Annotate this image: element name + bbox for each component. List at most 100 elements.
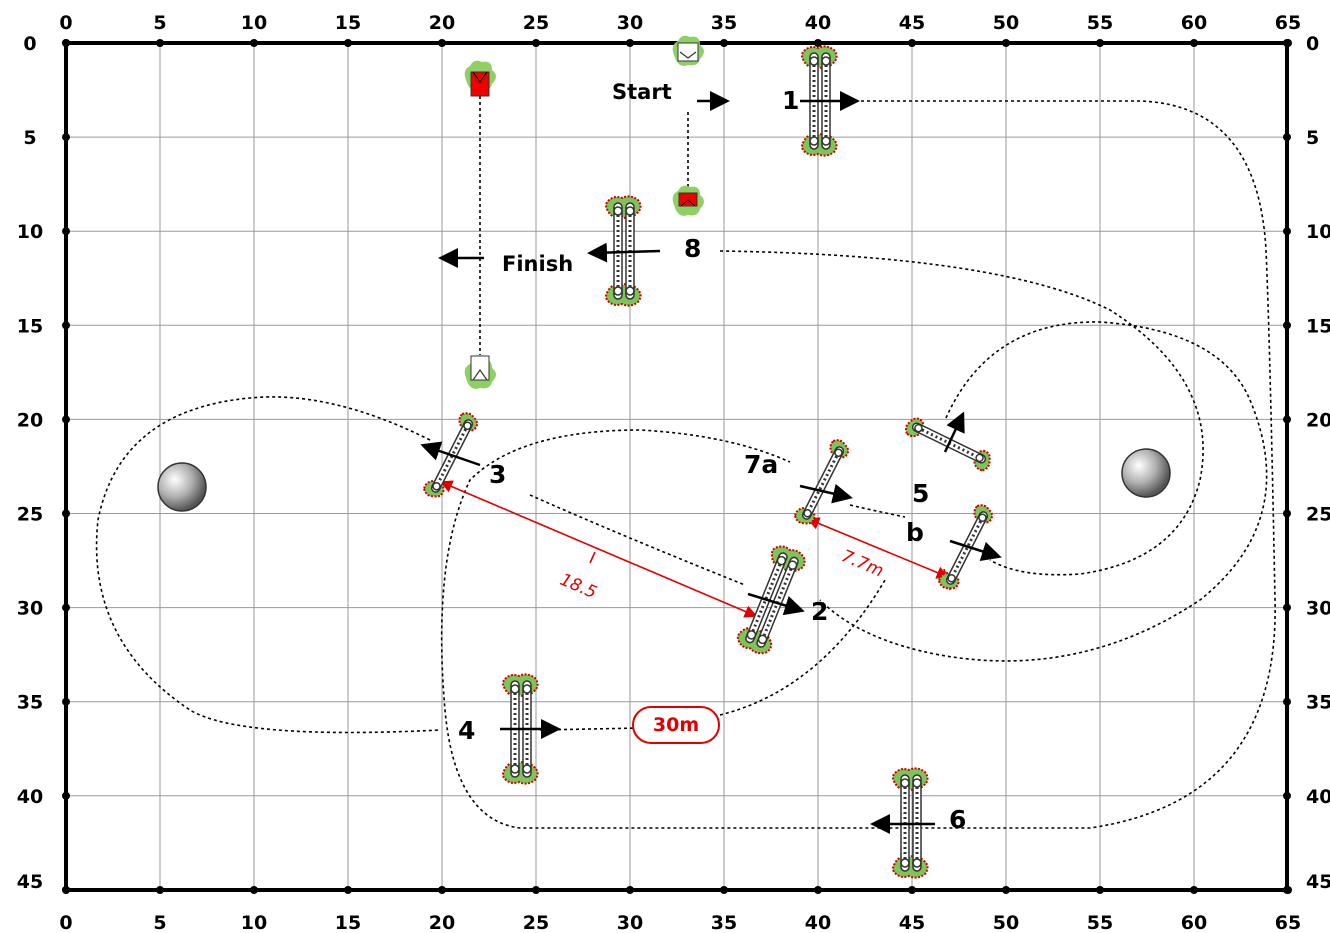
x-tick-label-top: 15 bbox=[335, 12, 361, 34]
jump-number-1: 1 bbox=[782, 86, 799, 115]
x-tick-mark bbox=[438, 39, 446, 47]
finish-flag-red-icon bbox=[464, 60, 496, 97]
y-tick-mark bbox=[62, 133, 70, 142]
x-tick-mark bbox=[908, 886, 916, 894]
y-tick-label-right: 40 bbox=[1306, 786, 1330, 808]
x-tick-label-bottom: 35 bbox=[711, 912, 737, 933]
y-tick-label-left: 45 bbox=[17, 871, 43, 893]
y-tick-mark bbox=[1283, 509, 1291, 518]
x-tick-label-top: 45 bbox=[899, 12, 925, 34]
y-tick-mark bbox=[1283, 415, 1291, 424]
x-tick-mark bbox=[626, 886, 634, 894]
x-tick-mark bbox=[1096, 886, 1104, 894]
measurement-lines bbox=[439, 480, 951, 618]
x-tick-mark bbox=[626, 39, 634, 47]
jump-number-7a: 7a bbox=[744, 450, 778, 479]
y-tick-label-right: 10 bbox=[1306, 221, 1330, 243]
y-tick-mark bbox=[62, 603, 70, 612]
y-tick-mark bbox=[1283, 133, 1291, 142]
x-tick-mark bbox=[908, 39, 916, 47]
y-tick-label-right: 0 bbox=[1306, 33, 1319, 55]
measurement-30m: 30m bbox=[653, 714, 699, 736]
y-tick-mark bbox=[1283, 697, 1291, 706]
y-tick-label-right: 30 bbox=[1306, 598, 1330, 620]
ball-right-icon bbox=[1121, 448, 1171, 498]
grid bbox=[66, 43, 1287, 890]
jump-number-3: 3 bbox=[489, 460, 506, 489]
x-tick-label-bottom: 50 bbox=[993, 912, 1019, 933]
y-tick-mark bbox=[1283, 321, 1291, 330]
x-tick-label-top: 65 bbox=[1275, 12, 1301, 34]
jump-b-icon bbox=[935, 501, 997, 594]
x-tick-label-bottom: 0 bbox=[59, 912, 72, 933]
y-tick-label-right: 45 bbox=[1306, 871, 1330, 893]
y-tick-mark bbox=[62, 39, 70, 47]
y-tick-label-right: 35 bbox=[1306, 692, 1330, 714]
x-tick-mark bbox=[344, 886, 352, 894]
y-tick-label-left: 35 bbox=[17, 692, 43, 714]
y-tick-mark bbox=[62, 509, 70, 518]
finish-label: Finish bbox=[502, 252, 573, 276]
direction-arrows bbox=[420, 91, 1002, 834]
jump-number-4: 4 bbox=[458, 716, 475, 745]
y-tick-label-left: 5 bbox=[23, 127, 36, 149]
x-tick-label-top: 5 bbox=[153, 12, 166, 34]
jump-number-6: 6 bbox=[949, 805, 966, 834]
x-tick-label-bottom: 25 bbox=[523, 912, 549, 933]
start-label: Start bbox=[612, 80, 672, 104]
x-tick-mark bbox=[1190, 886, 1198, 894]
x-tick-label-bottom: 45 bbox=[899, 912, 925, 933]
start-flag-red-icon bbox=[672, 185, 704, 216]
x-tick-label-top: 55 bbox=[1087, 12, 1113, 34]
jump-number-b: b bbox=[906, 518, 924, 547]
x-tick-mark bbox=[1190, 39, 1198, 47]
x-tick-label-top: 0 bbox=[59, 12, 72, 34]
x-tick-mark bbox=[156, 39, 164, 47]
y-tick-label-right: 25 bbox=[1306, 504, 1330, 526]
x-tick-label-bottom: 5 bbox=[153, 912, 166, 933]
x-tick-mark bbox=[814, 39, 822, 47]
x-tick-label-top: 20 bbox=[429, 12, 455, 34]
y-tick-mark bbox=[1283, 791, 1291, 800]
x-tick-mark bbox=[344, 39, 352, 47]
y-tick-mark bbox=[62, 697, 70, 706]
y-tick-mark bbox=[62, 321, 70, 330]
y-tick-label-left: 15 bbox=[17, 315, 43, 337]
arena-border bbox=[64, 41, 1289, 892]
jump-number-8: 8 bbox=[684, 234, 701, 263]
x-tick-mark bbox=[1002, 39, 1010, 47]
x-tick-label-top: 35 bbox=[711, 12, 737, 34]
y-tick-label-left: 30 bbox=[17, 598, 43, 620]
y-tick-label-right: 20 bbox=[1306, 409, 1330, 431]
jump-number-2: 2 bbox=[811, 597, 828, 626]
axis-ticks: 0055101015152020252530303535404045455050… bbox=[17, 12, 1330, 933]
x-tick-mark bbox=[814, 886, 822, 894]
x-tick-mark bbox=[532, 39, 540, 47]
y-tick-label-left: 20 bbox=[17, 409, 43, 431]
x-tick-label-bottom: 10 bbox=[241, 912, 267, 933]
start-flag-icon bbox=[672, 35, 704, 66]
x-tick-label-top: 10 bbox=[241, 12, 267, 34]
x-tick-mark bbox=[1002, 886, 1010, 894]
x-tick-label-top: 50 bbox=[993, 12, 1019, 34]
y-tick-label-left: 0 bbox=[23, 33, 36, 55]
distance-badge bbox=[632, 706, 720, 744]
x-tick-label-bottom: 65 bbox=[1275, 912, 1301, 933]
x-tick-label-bottom: 40 bbox=[805, 912, 831, 933]
jump-2-icon bbox=[733, 541, 810, 659]
measurement-7-7: 7.7m bbox=[838, 546, 886, 581]
ball-left-icon bbox=[157, 462, 207, 512]
x-tick-mark bbox=[532, 886, 540, 894]
jump-number-5: 5 bbox=[912, 479, 929, 508]
y-tick-mark bbox=[62, 227, 70, 236]
x-tick-label-bottom: 30 bbox=[617, 912, 643, 933]
y-tick-mark bbox=[62, 885, 70, 894]
measurement-18-5: 18.5 bbox=[557, 570, 600, 603]
y-tick-label-left: 10 bbox=[17, 221, 43, 243]
y-tick-label-right: 5 bbox=[1306, 127, 1319, 149]
y-tick-mark bbox=[1283, 39, 1291, 47]
x-tick-mark bbox=[438, 886, 446, 894]
y-tick-label-left: 40 bbox=[17, 786, 43, 808]
y-tick-mark bbox=[62, 791, 70, 800]
y-tick-mark bbox=[1283, 603, 1291, 612]
